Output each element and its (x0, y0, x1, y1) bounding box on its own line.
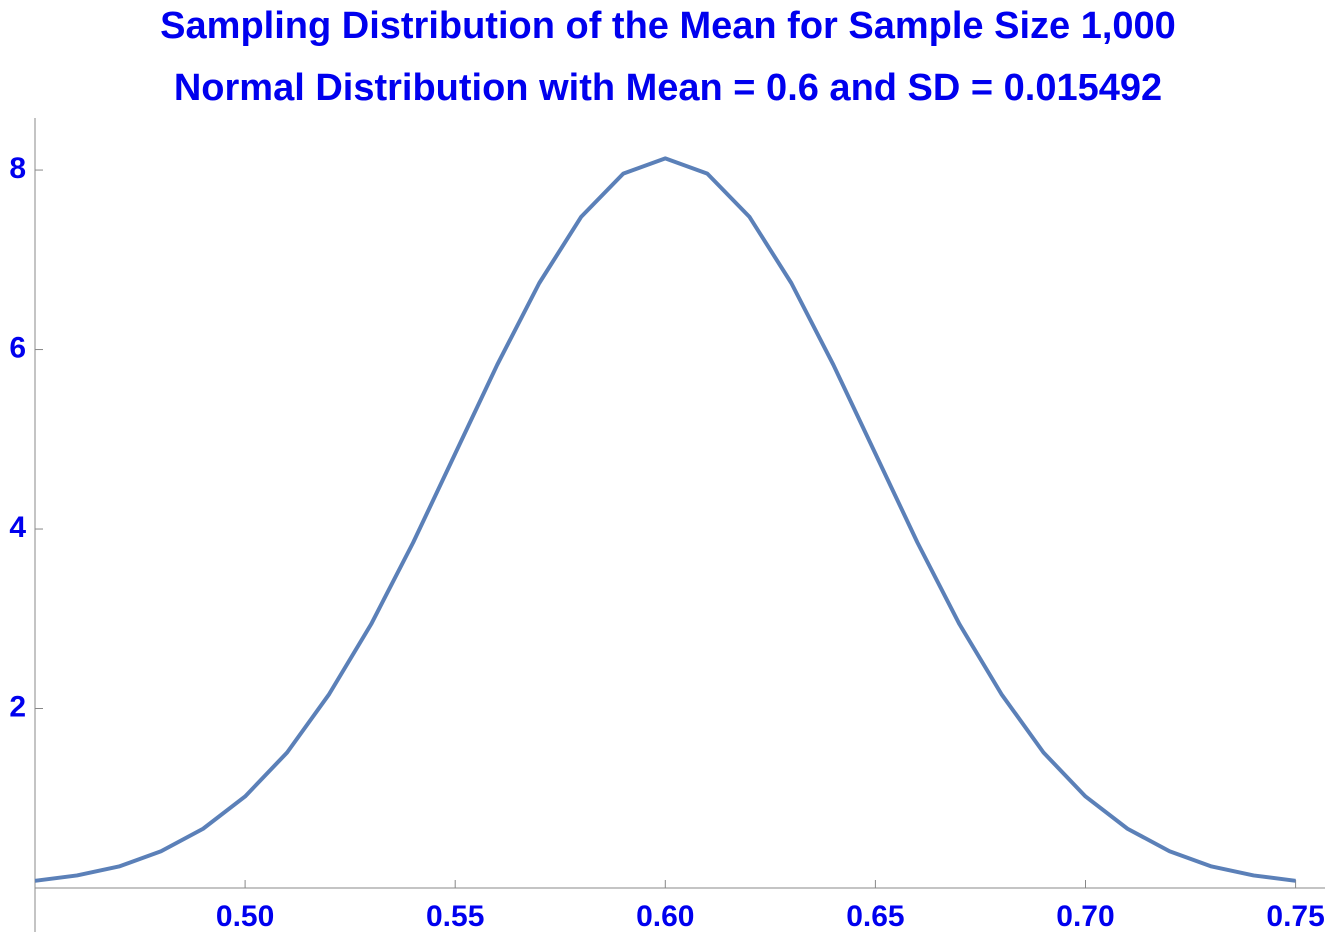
y-tick-label: 2 (9, 690, 26, 723)
x-tick-label: 0.70 (1056, 900, 1114, 933)
curve (34, 156, 1296, 883)
y-tick-label: 4 (9, 511, 26, 544)
chart-title: Sampling Distribution of the Mean for Sa… (160, 5, 1176, 47)
x-tick-label: 0.55 (426, 900, 484, 933)
y-tick-label: 8 (9, 152, 26, 185)
x-tick-label: 0.65 (846, 900, 904, 933)
x-tick-label: 0.75 (1266, 900, 1324, 933)
x-tick-label: 0.50 (216, 900, 274, 933)
x-tick-label: 0.60 (636, 900, 694, 933)
y-tick-label: 6 (9, 331, 26, 364)
chart-subtitle: Normal Distribution with Mean = 0.6 and … (174, 67, 1162, 109)
